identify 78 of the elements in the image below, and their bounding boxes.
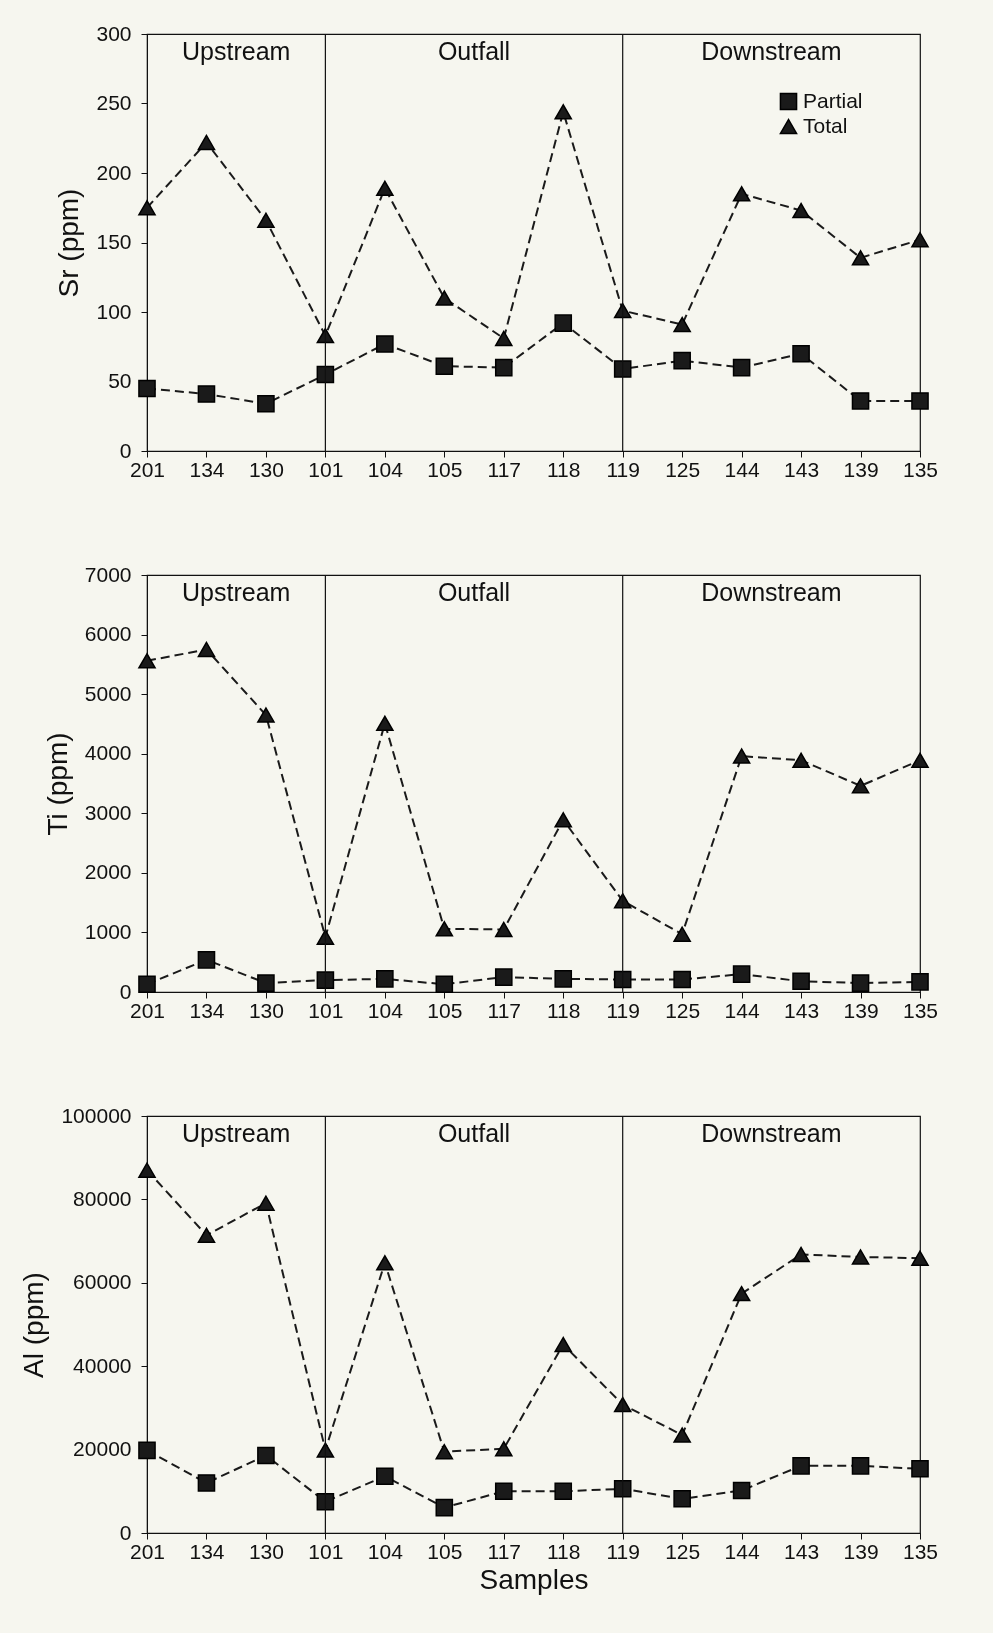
- x-tick-label: 101: [308, 998, 344, 1022]
- y-axis-title: Ti (ppm): [41, 732, 73, 836]
- x-tick-label: 139: [843, 998, 879, 1022]
- x-tick-label: 139: [843, 1539, 879, 1563]
- y-tick-label: 60000: [73, 1270, 132, 1294]
- annotation: Outfall: [437, 1119, 511, 1147]
- x-tick-label: 134: [189, 1539, 225, 1563]
- x-tick-label: 118: [546, 1539, 581, 1563]
- y-tick-label: 7000: [84, 562, 132, 586]
- x-tick-label: 117: [487, 998, 522, 1022]
- x-tick-label: 201: [129, 1539, 166, 1563]
- y-tick-label: 200: [96, 160, 132, 184]
- x-tick-label: 105: [427, 998, 463, 1022]
- x-tick-label: 144: [724, 457, 760, 481]
- annotation: Outfall: [437, 578, 511, 606]
- x-tick-label: 201: [129, 998, 166, 1022]
- x-tick-label: 143: [784, 457, 820, 481]
- x-tick-label: 201: [129, 457, 166, 481]
- x-tick-label: 105: [427, 457, 463, 481]
- y-tick-label: 4000: [84, 741, 132, 765]
- x-tick-label: 104: [367, 998, 404, 1022]
- y-tick-label: 40000: [73, 1353, 132, 1377]
- annotation: Upstream: [182, 1119, 291, 1147]
- y-tick-label: 0: [119, 438, 132, 462]
- x-tick-label: 117: [487, 457, 522, 481]
- x-tick-label: 104: [367, 457, 404, 481]
- y-tick-label: 300: [96, 21, 132, 45]
- legend-label: Total: [803, 113, 848, 137]
- y-tick-label: 250: [96, 91, 132, 114]
- x-tick-label: 135: [902, 998, 939, 1022]
- y-tick-label: 0: [119, 1520, 132, 1544]
- y-tick-label: 100: [96, 299, 132, 323]
- legend-label: Partial: [803, 88, 863, 112]
- y-tick-label: 2000: [84, 860, 132, 884]
- y-tick-label: 80000: [73, 1186, 132, 1210]
- annotation: Upstream: [182, 578, 291, 606]
- annotation: Outfall: [437, 37, 511, 65]
- annotation: Downstream: [701, 578, 842, 606]
- x-tick-label: 143: [784, 1539, 820, 1563]
- x-tick-label: 105: [427, 1539, 463, 1563]
- y-axis-title: Sr (ppm): [53, 188, 85, 298]
- x-tick-label: 134: [189, 457, 225, 481]
- x-tick-label: 139: [843, 457, 879, 481]
- x-tick-label: 104: [367, 1539, 404, 1563]
- x-tick-label: 117: [487, 1539, 522, 1563]
- x-tick-label: 130: [248, 998, 284, 1022]
- x-tick-label: 118: [546, 457, 581, 481]
- x-tick-label: 118: [546, 998, 581, 1022]
- annotation: Downstream: [701, 1119, 842, 1147]
- x-axis-title: Samples: [479, 1563, 589, 1595]
- annotation: Upstream: [182, 37, 291, 65]
- y-tick-label: 50: [108, 369, 132, 392]
- y-tick-label: 100000: [61, 1103, 132, 1127]
- x-tick-label: 130: [248, 457, 284, 481]
- x-tick-label: 119: [606, 1539, 640, 1563]
- y-tick-label: 0: [119, 979, 132, 1003]
- x-tick-label: 101: [308, 1539, 344, 1563]
- x-tick-label: 130: [248, 1539, 284, 1563]
- y-tick-label: 1000: [84, 919, 132, 943]
- x-tick-label: 135: [902, 1539, 939, 1563]
- x-tick-label: 134: [189, 998, 225, 1022]
- x-tick-label: 143: [784, 998, 820, 1022]
- y-tick-label: 5000: [84, 681, 132, 705]
- annotation: Downstream: [701, 37, 842, 65]
- y-tick-label: 150: [96, 230, 132, 253]
- y-axis-title: Al (ppm): [18, 1272, 50, 1378]
- x-tick-label: 125: [665, 1539, 701, 1563]
- x-tick-label: 125: [665, 998, 701, 1022]
- x-tick-label: 119: [606, 998, 640, 1022]
- y-tick-label: 6000: [84, 622, 132, 646]
- x-tick-label: 144: [724, 1539, 760, 1563]
- x-tick-label: 119: [606, 457, 640, 481]
- y-tick-label: 20000: [73, 1437, 132, 1461]
- x-tick-label: 101: [308, 457, 344, 481]
- x-tick-label: 125: [665, 457, 701, 481]
- x-tick-label: 135: [902, 457, 939, 481]
- y-tick-label: 3000: [84, 800, 132, 824]
- x-tick-label: 144: [724, 998, 760, 1022]
